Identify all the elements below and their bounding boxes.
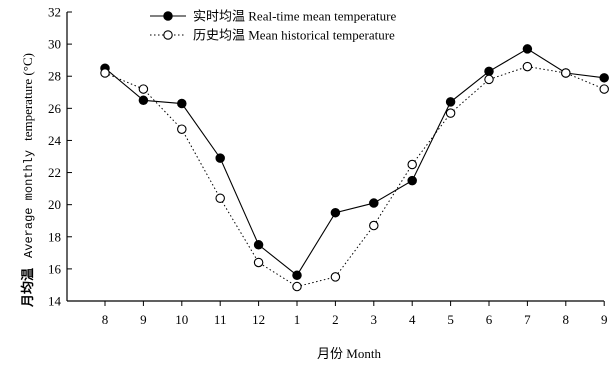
- data-point: [292, 270, 302, 281]
- x-tick-label: 1: [294, 312, 301, 327]
- x-tick-label: 7: [524, 312, 531, 327]
- data-point: [445, 97, 456, 107]
- y-tick-label: 14: [48, 294, 62, 309]
- data-point: [253, 257, 264, 268]
- data-point: [522, 44, 533, 54]
- data-point: [100, 68, 110, 78]
- x-tick-label: 9: [140, 312, 147, 327]
- x-tick-label: 2: [332, 312, 339, 327]
- svg-text:月均温 Average monthly: 月均温 Average monthly temperature (°C): [19, 53, 36, 308]
- data-point: [407, 175, 417, 186]
- legend-label: 历史均温 Mean historical temperature: [193, 28, 395, 43]
- data-point: [599, 84, 609, 94]
- legend-entry: 历史均温 Mean historical temperature: [150, 28, 395, 43]
- data-point: [407, 159, 417, 170]
- data-point: [177, 124, 187, 134]
- legend: 实时均温 Real-time mean temperature 历史均温 Mean…: [150, 9, 396, 43]
- y-axis-title-en-serif: temperature (°C): [20, 53, 35, 141]
- x-tick-label: 8: [563, 312, 570, 327]
- x-tick-label: 9: [601, 312, 608, 327]
- x-tick-label: 8: [102, 312, 109, 327]
- y-tick-label: 20: [48, 197, 61, 212]
- data-point: [138, 95, 149, 106]
- data-point: [445, 108, 456, 118]
- y-axis-title: 月均温 Average monthly temperature (°C): [19, 53, 36, 308]
- data-point: [561, 68, 571, 78]
- y-tick-label: 16: [48, 261, 62, 276]
- x-tick-label: 4: [409, 312, 416, 327]
- y-tick-label: 24: [48, 133, 62, 148]
- x-tick-label: 6: [486, 312, 493, 327]
- series-line: [104, 66, 605, 288]
- y-tick-label: 18: [48, 229, 61, 244]
- data-point: [369, 220, 379, 231]
- x-axis-title: 月份 Month: [317, 346, 381, 361]
- data-point: [599, 73, 609, 83]
- x-tick-label: 12: [252, 312, 265, 327]
- y-axis-title-en-mono: Average monthly: [22, 150, 36, 258]
- axis-labels: 月份 Month 月均温 Average monthly temperature…: [19, 53, 381, 361]
- legend-marker: [163, 11, 173, 21]
- data-point: [138, 84, 149, 94]
- x-tick-label: 5: [447, 312, 454, 327]
- legend-marker: [163, 30, 173, 40]
- x-tick-label: 3: [371, 312, 378, 327]
- series-line: [104, 48, 605, 277]
- x-tick-label: 11: [214, 312, 227, 327]
- y-tick-label: 28: [48, 69, 61, 84]
- series-layer: [100, 44, 609, 292]
- y-tick-label: 30: [48, 37, 61, 52]
- data-point: [369, 198, 379, 208]
- y-tick-label: 26: [48, 101, 62, 116]
- data-point: [330, 272, 341, 282]
- data-point: [330, 207, 341, 218]
- data-point: [215, 193, 225, 203]
- series-real-time: [100, 44, 609, 281]
- y-axis-title-zh: 月均温: [20, 268, 35, 308]
- data-point: [292, 281, 302, 292]
- y-tick-label: 32: [48, 5, 61, 20]
- series-historical: [100, 61, 609, 292]
- data-point: [484, 66, 494, 77]
- data-point: [253, 240, 264, 250]
- y-tick-label: 22: [48, 165, 61, 180]
- data-point: [522, 61, 533, 72]
- legend-entry: 实时均温 Real-time mean temperature: [150, 9, 396, 24]
- legend-label: 实时均温 Real-time mean temperature: [193, 9, 396, 24]
- data-point: [484, 74, 494, 85]
- x-tick-label: 10: [175, 312, 188, 327]
- data-point: [215, 153, 225, 163]
- data-point: [177, 98, 187, 109]
